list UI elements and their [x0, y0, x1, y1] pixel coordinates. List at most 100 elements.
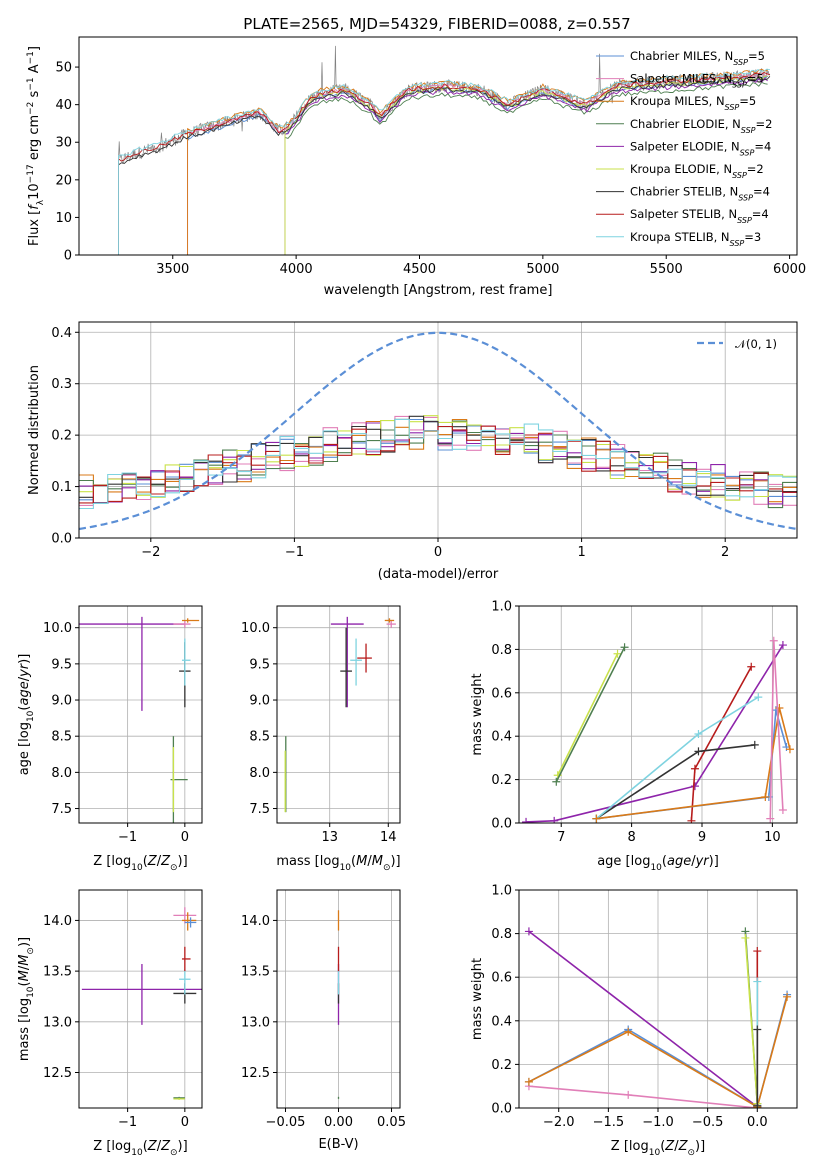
- y-tick-label: 0.6: [491, 971, 512, 986]
- legend-entry-text: Kroupa MILES, N: [630, 94, 725, 108]
- y-tick-label: 14.0: [43, 914, 72, 929]
- data-point-marker: [753, 947, 762, 956]
- x-tick-label: 2: [721, 545, 729, 560]
- y-axis-label-part: age [: [17, 742, 32, 775]
- x-tick-label: 0.0: [747, 1115, 768, 1130]
- x-axis-label-part: log: [111, 1139, 131, 1154]
- series-line-salpeter-elodie: [525, 644, 784, 823]
- y-tick-label: 0.1: [51, 480, 72, 495]
- x-axis-label-part: Z [: [93, 854, 111, 869]
- y-tick-label: 9.5: [249, 657, 270, 672]
- x-tick-label: −1: [118, 1115, 137, 1130]
- y-tick-label: 0.4: [491, 730, 512, 745]
- y-tick-label: 8.5: [51, 730, 72, 745]
- data-point-marker: [769, 636, 778, 645]
- y-tick-label: 10.0: [241, 621, 270, 636]
- y-tick-label: 0.4: [491, 1014, 512, 1029]
- x-tick-label: 6000: [773, 262, 806, 277]
- grid: [519, 605, 797, 824]
- y-axis-label-part: −1: [26, 51, 36, 64]
- axes-frame: −0.05 0.00 0.05 12.5 13.0 13.5 14.0: [241, 889, 406, 1130]
- x-axis-label: E(B-V): [318, 1137, 358, 1152]
- legend-entry: Chabrier ELODIE, NSSP=2: [630, 117, 772, 135]
- axes-frame: 13 14 7.5 8.0 8.5 9.0 9.5 10.0: [241, 605, 401, 845]
- x-tick-label: 8: [627, 830, 635, 845]
- legend-entry: Kroupa MILES, NSSP=5: [630, 94, 756, 112]
- y-tick-label: 7.5: [51, 802, 72, 817]
- x-tick-label: 3500: [156, 262, 189, 277]
- y-axis-label-part: −1: [26, 77, 36, 90]
- y-axis-label-part: )]: [17, 654, 32, 664]
- data-point-marker: [522, 817, 531, 823]
- chart-age-vs-Z: −1 07.58.08.59.09.510.0Z [log10(Z/Z⊙)]age…: [17, 605, 203, 873]
- x-axis-label-part: mass [: [276, 854, 319, 869]
- x-tick-label: 9: [698, 830, 706, 845]
- x-axis-label-part: /: [367, 854, 372, 869]
- axes-border: [78, 889, 203, 1109]
- data-point-marker: [613, 649, 622, 658]
- data-point-marker: [524, 927, 533, 936]
- x-tick-label: 0.00: [324, 1115, 353, 1130]
- x-axis-label-part: age: [667, 854, 691, 869]
- data-point-marker: [785, 745, 794, 754]
- x-axis-label-part: 10: [131, 863, 143, 873]
- x-tick-label: 5500: [650, 262, 683, 277]
- x-tick-label: −0.5: [692, 1115, 724, 1130]
- series-line-kroupa-elodie: [556, 653, 619, 776]
- data-point-marker: [624, 1090, 633, 1099]
- x-axis-label-part: log: [631, 854, 651, 869]
- legend-entry-tail: =4: [753, 185, 770, 199]
- x-axis-label-part: Z: [664, 1139, 675, 1154]
- y-axis-label-part: −17: [26, 164, 36, 183]
- data-point-marker: [687, 816, 696, 823]
- x-axis-label-part: (: [143, 854, 148, 869]
- chart-mass-vs-Z: −1 012.513.013.514.0Z [log10(Z/Z⊙)]mass […: [17, 889, 203, 1158]
- legend-entry-text: Salpeter ELODIE, N: [630, 139, 740, 153]
- data-point-marker: [783, 992, 792, 1001]
- x-tick-label: −0.05: [266, 1115, 306, 1130]
- y-tick-label: 0.8: [491, 643, 512, 658]
- x-axis-label-part: )]: [178, 1139, 188, 1154]
- x-axis-label-part: Z [: [611, 1139, 629, 1154]
- x-axis-label-part: M: [356, 854, 367, 869]
- y-tick-label: 0: [64, 249, 72, 264]
- grid: [79, 890, 202, 1108]
- legend-entry-tail: =4: [754, 139, 771, 153]
- y-tick-label: 13.5: [43, 965, 72, 980]
- legend-entry-text: Chabrier MILES, N: [630, 49, 733, 63]
- series-line-kroupa-elodie: [744, 937, 759, 1104]
- y-axis-label-part: (: [17, 981, 32, 986]
- data-point-marker: [766, 814, 775, 823]
- data-point-marker: [747, 662, 756, 671]
- grid: [79, 606, 202, 823]
- x-axis-label: (data-model)/error: [378, 567, 499, 582]
- data-point-marker: [694, 730, 703, 739]
- legend-entry-text: Chabrier STELIB, N: [630, 185, 738, 199]
- y-axis-label-part: age: [17, 681, 32, 705]
- y-tick-label: 0.0: [491, 1102, 512, 1117]
- legend-entry-sub: SSP: [738, 193, 753, 202]
- x-axis-label-part: /: [157, 1139, 162, 1154]
- y-axis-label-part: 10: [27, 183, 42, 200]
- legend-entry-sub: SSP: [732, 171, 747, 180]
- y-tick-label: 8.0: [249, 766, 270, 781]
- x-tick-label: −1.5: [593, 1115, 625, 1130]
- y-axis-label-part: 10: [26, 986, 36, 998]
- legend-entry-text: Kroupa STELIB, N: [630, 230, 730, 244]
- series-line-chabrier-miles: [596, 709, 788, 820]
- x-axis-label-part: log: [111, 854, 131, 869]
- x-axis-label-part: Z [: [93, 1139, 111, 1154]
- legend-entry: Salpeter STELIB, NSSP=4: [630, 207, 769, 225]
- x-axis-label-part: Z: [147, 854, 158, 869]
- x-tick-label: 14: [380, 830, 397, 845]
- x-axis-label-part: (: [662, 854, 667, 869]
- y-axis-label-part: Flux [: [27, 210, 42, 246]
- y-tick-label: 50: [55, 61, 72, 76]
- y-tick-label: 9.0: [51, 694, 72, 709]
- x-tick-label: 4500: [403, 262, 436, 277]
- y-tick-label: 10.0: [43, 621, 72, 636]
- y-axis-label: age [log10(age/yr)]: [17, 654, 36, 776]
- x-tick-label: −1: [118, 830, 137, 845]
- legend-entry: Kroupa STELIB, NSSP=3: [630, 230, 761, 248]
